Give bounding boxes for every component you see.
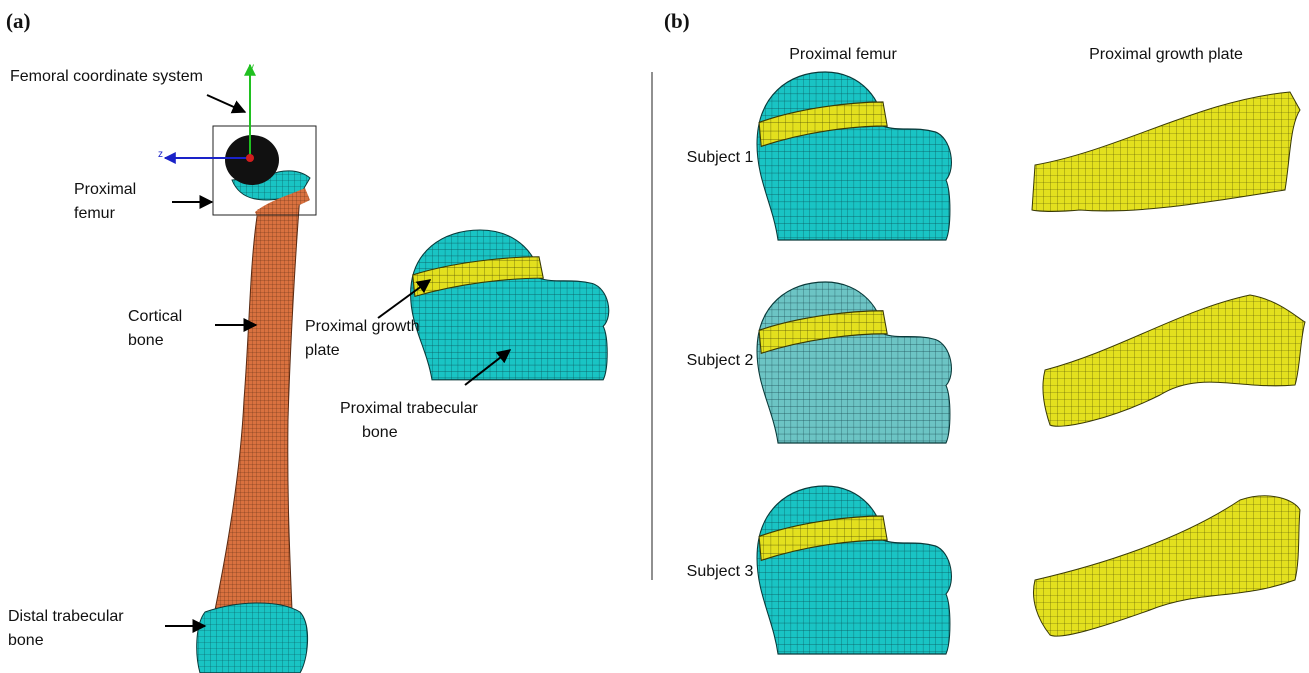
label: Proximal bbox=[74, 181, 136, 198]
label: Cortical bbox=[128, 308, 182, 325]
subject-femur bbox=[757, 486, 951, 654]
label: Proximal trabecular bbox=[340, 400, 479, 417]
column-header: Proximal femur bbox=[789, 46, 897, 63]
figure: (a) y z Femoral coordinate system Proxim… bbox=[0, 0, 1309, 673]
axis-label: y bbox=[249, 62, 254, 73]
growth-plate bbox=[1032, 92, 1300, 212]
label: bone bbox=[8, 632, 44, 649]
growth-plate bbox=[1033, 496, 1300, 636]
label: Proximal growth bbox=[305, 318, 420, 335]
origin bbox=[246, 154, 254, 162]
label: Femoral coordinate system bbox=[10, 68, 203, 85]
arrow bbox=[207, 95, 245, 112]
growth-plate bbox=[1043, 295, 1305, 426]
subject-femur bbox=[757, 282, 951, 443]
subject-femur bbox=[757, 72, 951, 240]
column-header: Proximal growth plate bbox=[1089, 46, 1243, 63]
label: bone bbox=[128, 332, 164, 349]
axis-label: z bbox=[158, 149, 163, 160]
row-label: Subject 1 bbox=[687, 149, 754, 166]
row-label: Subject 3 bbox=[687, 563, 754, 580]
label: plate bbox=[305, 342, 340, 359]
distal-trabecular bbox=[197, 603, 308, 673]
zoomed-head bbox=[411, 230, 609, 380]
cortical-bone bbox=[215, 195, 300, 610]
label: Distal trabecular bbox=[8, 608, 124, 625]
row-label: Subject 2 bbox=[687, 352, 754, 369]
label: femur bbox=[74, 205, 116, 222]
label: bone bbox=[362, 424, 398, 441]
panel-label: (a) bbox=[6, 9, 31, 33]
panel-label: (b) bbox=[664, 9, 690, 33]
